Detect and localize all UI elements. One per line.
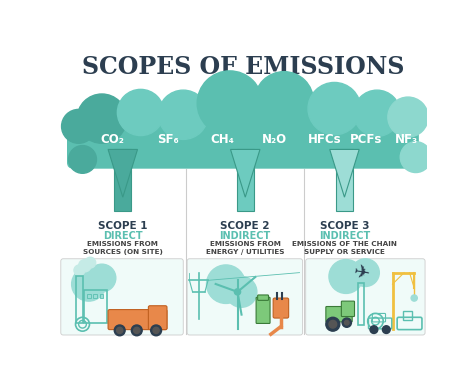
Polygon shape <box>230 149 260 197</box>
FancyBboxPatch shape <box>258 295 268 300</box>
Text: NF₃: NF₃ <box>395 133 418 146</box>
Circle shape <box>62 110 96 143</box>
Text: N₂O: N₂O <box>262 133 287 146</box>
Text: SCOPES OF EMISSIONS: SCOPES OF EMISSIONS <box>82 55 404 79</box>
Text: INDIRECT: INDIRECT <box>319 231 370 241</box>
Text: INDIRECT: INDIRECT <box>219 231 271 241</box>
Circle shape <box>85 257 96 268</box>
Circle shape <box>329 320 337 328</box>
Circle shape <box>114 325 125 336</box>
Circle shape <box>400 142 431 172</box>
FancyBboxPatch shape <box>336 149 353 211</box>
Polygon shape <box>108 149 137 197</box>
Circle shape <box>79 260 91 272</box>
FancyBboxPatch shape <box>326 307 352 322</box>
Circle shape <box>354 90 400 136</box>
Circle shape <box>383 326 390 334</box>
FancyBboxPatch shape <box>93 294 97 298</box>
Circle shape <box>329 260 363 293</box>
Text: EMISSIONS OF THE CHAIN
SUPPLY OR SERVICE: EMISSIONS OF THE CHAIN SUPPLY OR SERVICE <box>292 241 397 255</box>
Circle shape <box>88 264 116 292</box>
Circle shape <box>77 94 127 143</box>
Text: EMISSIONS FROM
ENERGY / UTILITIES: EMISSIONS FROM ENERGY / UTILITIES <box>206 241 284 255</box>
Circle shape <box>69 146 96 173</box>
FancyBboxPatch shape <box>148 306 167 330</box>
Polygon shape <box>330 149 359 197</box>
Circle shape <box>255 72 313 130</box>
FancyBboxPatch shape <box>187 259 302 335</box>
Circle shape <box>153 327 159 334</box>
Text: CO₂: CO₂ <box>100 133 124 146</box>
FancyBboxPatch shape <box>100 294 103 298</box>
FancyBboxPatch shape <box>306 259 425 335</box>
Circle shape <box>308 83 361 135</box>
Circle shape <box>151 325 162 336</box>
Text: PCFs: PCFs <box>350 133 383 146</box>
Text: CH₄: CH₄ <box>210 133 234 146</box>
FancyBboxPatch shape <box>87 294 91 298</box>
Circle shape <box>74 265 85 276</box>
FancyBboxPatch shape <box>273 298 289 318</box>
Circle shape <box>351 259 379 287</box>
Text: EMISSIONS FROM
SOURCES (ON SITE): EMISSIONS FROM SOURCES (ON SITE) <box>83 241 163 255</box>
Circle shape <box>226 276 257 307</box>
Circle shape <box>342 318 351 327</box>
FancyBboxPatch shape <box>341 301 355 316</box>
Text: ✈: ✈ <box>352 262 371 283</box>
Text: DIRECT: DIRECT <box>103 231 143 241</box>
FancyBboxPatch shape <box>108 310 167 330</box>
FancyBboxPatch shape <box>237 149 254 211</box>
Text: SCOPE 1: SCOPE 1 <box>98 221 147 231</box>
Circle shape <box>72 267 106 301</box>
FancyBboxPatch shape <box>61 259 183 335</box>
Text: HFCs: HFCs <box>308 133 341 146</box>
Circle shape <box>370 326 378 334</box>
Circle shape <box>118 89 164 136</box>
Circle shape <box>345 320 349 325</box>
Text: SCOPE 2: SCOPE 2 <box>220 221 270 231</box>
Circle shape <box>117 327 123 334</box>
FancyBboxPatch shape <box>67 116 419 169</box>
Circle shape <box>197 71 262 136</box>
Circle shape <box>326 317 340 331</box>
Circle shape <box>235 289 241 295</box>
Circle shape <box>158 90 208 139</box>
Circle shape <box>207 265 245 304</box>
Circle shape <box>411 295 417 301</box>
FancyBboxPatch shape <box>114 149 131 211</box>
Text: SF₆: SF₆ <box>157 133 179 146</box>
Text: SCOPE 3: SCOPE 3 <box>319 221 369 231</box>
Circle shape <box>131 325 142 336</box>
Circle shape <box>388 97 428 137</box>
Circle shape <box>134 327 140 334</box>
FancyBboxPatch shape <box>256 297 270 323</box>
